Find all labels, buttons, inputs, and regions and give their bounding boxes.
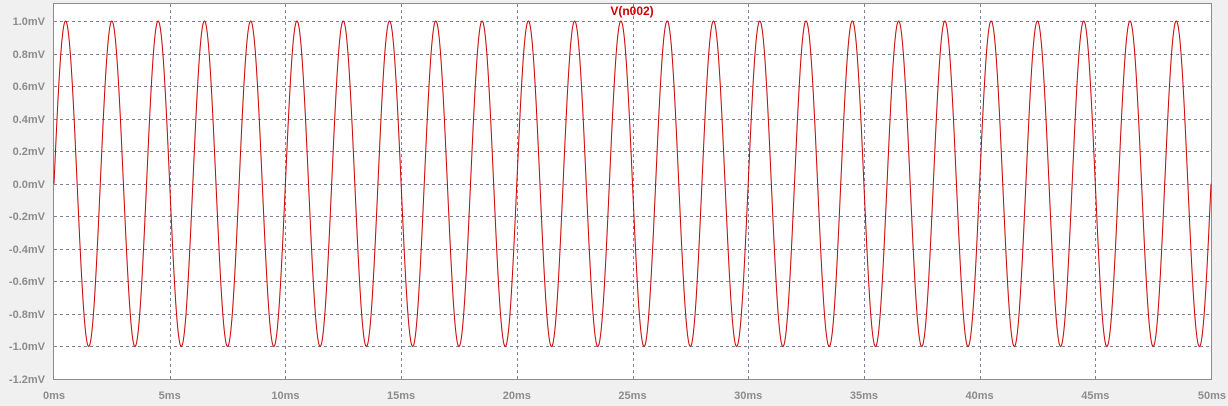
- y-tick-label: -0.8mV: [9, 309, 46, 321]
- x-tick-label: 30ms: [734, 390, 762, 402]
- x-tick-label: 40ms: [966, 390, 994, 402]
- grid-lines: [54, 4, 1211, 379]
- x-tick-label: 50ms: [1198, 390, 1226, 402]
- trace-layer: [53, 20, 1212, 347]
- y-tick-label: -1.0mV: [9, 341, 46, 353]
- x-tick-label: 20ms: [503, 390, 531, 402]
- y-tick-label: -0.2mV: [9, 211, 46, 223]
- x-tick-label: 0ms: [43, 390, 65, 402]
- x-tick-label: 5ms: [159, 390, 181, 402]
- tick-labels: 1.0mV 0.8mV 0.6mV 0.4mV 0.2mV 0.0mV -0.2mV -0.4…: [9, 16, 1226, 402]
- y-tick-label: -1.2mV: [9, 374, 46, 386]
- y-tick-label: -0.4mV: [9, 244, 46, 256]
- x-tick-label: 10ms: [271, 390, 299, 402]
- x-tick-label: 45ms: [1081, 390, 1109, 402]
- x-tick-label: 35ms: [850, 390, 878, 402]
- series-line-v-n002[interactable]: [53, 20, 1212, 347]
- y-tick-label: 0.4mV: [13, 114, 46, 126]
- y-tick-label: 0.8mV: [13, 49, 46, 61]
- series-title[interactable]: V(n002): [610, 4, 653, 18]
- y-tick-label: 1.0mV: [13, 16, 46, 28]
- y-tick-label: 0.6mV: [13, 81, 46, 93]
- x-tick-label: 25ms: [618, 390, 646, 402]
- y-tick-label: -0.6mV: [9, 276, 46, 288]
- y-tick-label: 0.0mV: [13, 179, 46, 191]
- x-tick-label: 15ms: [387, 390, 415, 402]
- y-tick-label: 0.2mV: [13, 146, 46, 158]
